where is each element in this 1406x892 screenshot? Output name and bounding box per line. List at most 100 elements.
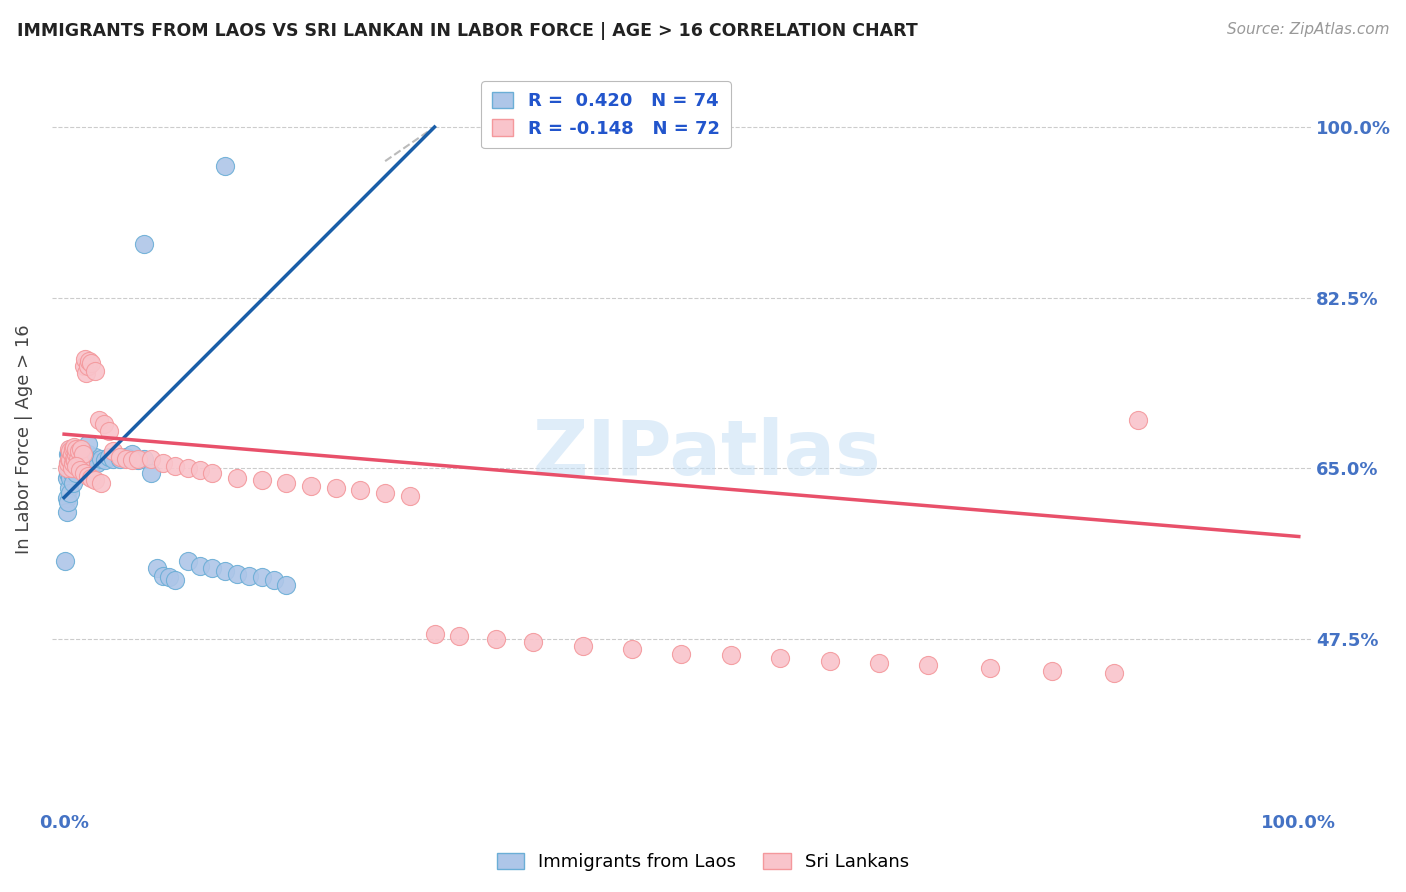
Point	[188, 463, 211, 477]
Point	[325, 481, 347, 495]
Point	[201, 560, 224, 574]
Point	[145, 560, 167, 574]
Point	[250, 473, 273, 487]
Point	[62, 461, 84, 475]
Point	[165, 459, 187, 474]
Point	[226, 471, 249, 485]
Point	[77, 354, 100, 368]
Point	[58, 481, 80, 495]
Point	[55, 461, 77, 475]
Point	[522, 635, 544, 649]
Legend: Immigrants from Laos, Sri Lankans: Immigrants from Laos, Sri Lankans	[489, 846, 917, 879]
Point	[60, 443, 83, 458]
Point	[73, 359, 96, 373]
Point	[238, 568, 260, 582]
Point	[60, 461, 83, 475]
Point	[75, 366, 97, 380]
Point	[917, 658, 939, 673]
Point	[276, 475, 298, 490]
Point	[73, 453, 96, 467]
Point	[59, 442, 82, 456]
Point	[94, 453, 117, 467]
Point	[1040, 664, 1063, 678]
Point	[139, 466, 162, 480]
Point	[67, 466, 90, 480]
Point	[188, 558, 211, 573]
Point	[76, 359, 98, 373]
Point	[769, 651, 792, 665]
Point	[69, 463, 91, 477]
Point	[97, 424, 120, 438]
Point	[90, 451, 112, 466]
Point	[152, 568, 174, 582]
Point	[76, 437, 98, 451]
Point	[621, 641, 644, 656]
Point	[59, 485, 82, 500]
Point	[818, 654, 841, 668]
Point	[165, 574, 187, 588]
Point	[75, 352, 97, 367]
Point	[349, 483, 371, 497]
Point	[423, 627, 446, 641]
Point	[571, 639, 593, 653]
Point	[1128, 412, 1150, 426]
Point	[56, 457, 79, 471]
Point	[398, 489, 420, 503]
Point	[65, 459, 87, 474]
Point	[276, 578, 298, 592]
Point	[56, 495, 79, 509]
Point	[157, 570, 180, 584]
Point	[63, 453, 86, 467]
Point	[108, 451, 131, 466]
Point	[76, 447, 98, 461]
Point	[69, 457, 91, 471]
Point	[214, 159, 236, 173]
Point	[67, 443, 90, 458]
Point	[114, 451, 136, 466]
Point	[114, 450, 136, 464]
Point	[108, 450, 131, 464]
Point	[56, 447, 79, 461]
Point	[87, 412, 110, 426]
Point	[62, 442, 84, 456]
Point	[73, 466, 96, 480]
Point	[63, 451, 86, 466]
Point	[1102, 666, 1125, 681]
Point	[67, 443, 90, 458]
Point	[299, 479, 322, 493]
Point	[56, 457, 79, 471]
Point	[58, 461, 80, 475]
Point	[66, 459, 89, 474]
Point	[69, 457, 91, 471]
Point	[176, 461, 198, 475]
Point	[82, 457, 104, 471]
Point	[73, 447, 96, 461]
Point	[134, 451, 156, 466]
Point	[90, 475, 112, 490]
Point	[214, 564, 236, 578]
Point	[69, 457, 91, 471]
Point	[72, 447, 94, 461]
Point	[979, 661, 1001, 675]
Point	[79, 461, 101, 475]
Point	[53, 554, 76, 568]
Point	[58, 451, 80, 466]
Point	[56, 466, 79, 480]
Point	[84, 450, 107, 464]
Point	[868, 657, 890, 671]
Point	[70, 442, 93, 456]
Point	[263, 574, 285, 588]
Point	[62, 447, 84, 461]
Point	[63, 463, 86, 477]
Point	[59, 443, 82, 458]
Point	[77, 453, 100, 467]
Point	[201, 466, 224, 480]
Point	[65, 466, 87, 480]
Point	[86, 457, 108, 471]
Point	[55, 491, 77, 505]
Y-axis label: In Labor Force | Age > 16: In Labor Force | Age > 16	[15, 324, 32, 554]
Point	[66, 442, 89, 456]
Point	[62, 475, 84, 490]
Point	[80, 356, 103, 370]
Point	[60, 447, 83, 461]
